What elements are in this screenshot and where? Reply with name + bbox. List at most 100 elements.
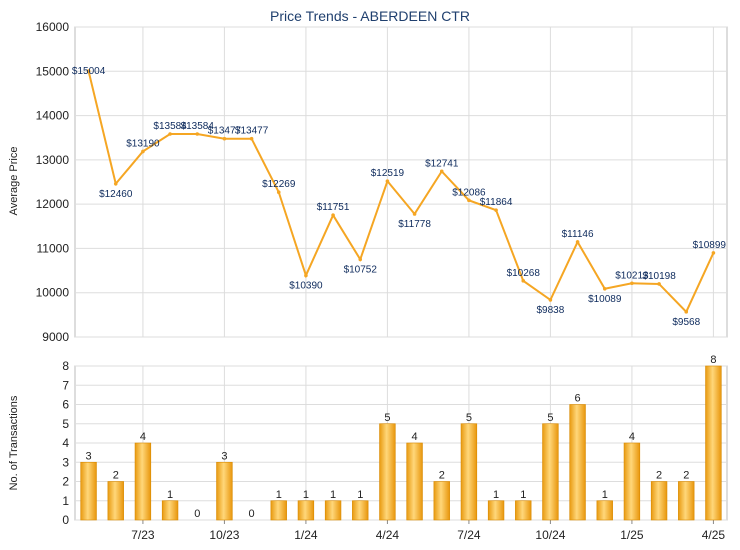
price-y-tick-label: 12000 (36, 197, 70, 211)
transaction-bar-label: 1 (493, 489, 499, 501)
price-data-label: $10899 (693, 240, 727, 251)
transaction-bar-label: 1 (330, 489, 336, 501)
price-point (276, 190, 281, 195)
transaction-bar-label: 5 (547, 412, 553, 424)
price-y-tick-label: 11000 (37, 241, 70, 255)
transaction-bar-label: 2 (439, 470, 445, 482)
transaction-bar (705, 365, 722, 521)
price-y-axis-label: Average Price (8, 147, 20, 216)
price-point (602, 286, 607, 291)
transaction-bar (134, 442, 152, 521)
chart-title: Price Trends - ABERDEEN CTR (270, 8, 470, 24)
transaction-bar-label: 0 (194, 508, 200, 520)
price-data-label: $13584 (153, 121, 187, 132)
transaction-bar (596, 500, 613, 521)
transactions-y-tick-label: 6 (62, 398, 69, 412)
transactions-plot-area: 0 1 2 3 4 5 6 7 8 7/23 10/23 1/24 4/24 7/24 10/24 1/25 4… (62, 354, 728, 542)
price-point (195, 132, 200, 136)
price-point (168, 132, 172, 136)
price-data-label: $11864 (480, 197, 513, 208)
transactions-y-tick-label: 5 (62, 417, 69, 431)
price-point (141, 149, 145, 154)
transaction-bar-label: 1 (276, 489, 282, 501)
price-point (358, 257, 363, 262)
price-point (548, 298, 553, 302)
price-point (494, 208, 498, 212)
price-point (113, 181, 118, 186)
x-tick-label: 1/25 (620, 528, 644, 542)
price-point (575, 240, 580, 244)
transactions-y-tick-label: 4 (62, 436, 69, 450)
price-point (86, 69, 91, 73)
price-y-tick-label: 16000 (36, 20, 70, 34)
price-y-tick-label: 9000 (42, 330, 69, 344)
price-y-tick-label: 13000 (36, 153, 70, 167)
price-point (684, 310, 689, 314)
transaction-bar (379, 423, 396, 521)
transaction-bar (107, 481, 124, 521)
price-data-label: $12269 (262, 179, 296, 190)
transaction-bar (80, 461, 97, 521)
transaction-bar-label: 4 (629, 431, 635, 443)
x-tick-label: 7/24 (457, 528, 481, 542)
transaction-bar-label: 5 (466, 412, 472, 424)
price-data-label: $10752 (344, 264, 378, 275)
price-point (711, 251, 716, 255)
transactions-y-tick-label: 0 (62, 513, 69, 527)
transaction-bar-label: 2 (113, 470, 119, 482)
price-data-label: $9568 (672, 317, 700, 328)
price-data-label: $10390 (289, 280, 323, 291)
transaction-bar (542, 423, 559, 521)
transaction-bar-label: 2 (656, 470, 662, 482)
transactions-y-tick-label: 8 (62, 359, 69, 373)
transaction-bar-label: 1 (520, 489, 526, 501)
price-data-label: $10089 (588, 294, 622, 305)
transaction-bar (297, 500, 315, 521)
price-point (630, 281, 634, 286)
transaction-bar (487, 500, 505, 521)
x-tick-label: 7/23 (131, 528, 155, 542)
transaction-bar (569, 404, 586, 521)
price-data-label: $12519 (371, 168, 405, 179)
transaction-bar (161, 500, 179, 521)
transaction-bar-label: 1 (357, 489, 363, 501)
price-point (521, 279, 526, 283)
transactions-y-tick-label: 3 (62, 455, 69, 469)
price-data-label: $13584 (181, 121, 215, 132)
price-point (467, 198, 471, 203)
transaction-bar (650, 481, 668, 521)
transaction-bar (324, 500, 342, 521)
price-data-label: $11778 (398, 219, 431, 230)
transactions-y-tick-label: 1 (62, 494, 69, 508)
x-tick-label: 10/23 (209, 528, 239, 542)
x-tick-label: 4/24 (376, 528, 400, 542)
price-data-label: $12460 (99, 189, 133, 200)
price-data-label: $12086 (452, 187, 486, 198)
price-data-label: $10198 (642, 271, 676, 282)
transaction-bar (270, 500, 287, 521)
price-data-label: $11146 (562, 229, 594, 240)
price-y-tick-label: 14000 (36, 109, 70, 123)
price-data-label: $13477 (208, 126, 242, 137)
price-data-label: $13190 (126, 138, 160, 149)
price-data-label: $10268 (507, 268, 541, 279)
transactions-y-tick-label: 2 (62, 475, 69, 489)
price-point (304, 273, 308, 278)
transaction-bar-label: 2 (683, 470, 689, 482)
transaction-bar (678, 481, 695, 521)
price-data-label: $9838 (537, 305, 565, 316)
transaction-bar (460, 423, 478, 521)
transaction-bar-label: 8 (710, 354, 716, 366)
price-point (657, 282, 661, 286)
transaction-bar-label: 5 (384, 412, 390, 424)
transaction-bar (433, 481, 450, 521)
transaction-bar-label: 1 (167, 489, 173, 501)
transaction-bar-label: 3 (221, 450, 227, 462)
transaction-bar-label: 4 (140, 431, 146, 443)
transactions-y-axis-label: No. of Transactions (8, 395, 20, 490)
transaction-bar-label: 6 (575, 393, 581, 405)
x-tick-label: 4/25 (702, 528, 726, 542)
price-point (249, 136, 254, 141)
transaction-bar (352, 500, 369, 521)
